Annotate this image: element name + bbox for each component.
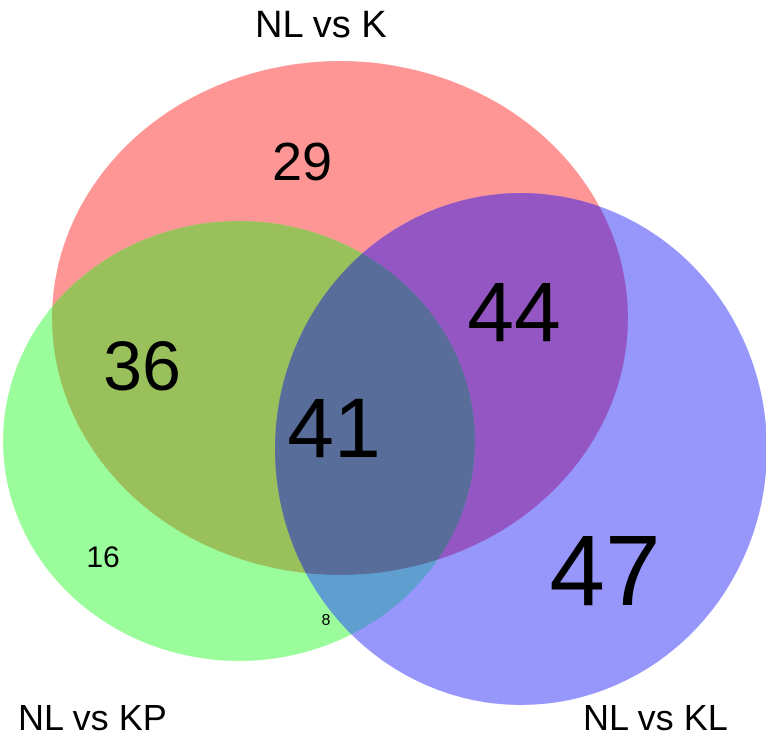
region-all-count: 41 xyxy=(287,381,381,475)
region-k-only-count: 29 xyxy=(271,132,333,192)
set-kl-label: NL vs KL xyxy=(583,697,728,738)
region-kp-kl-count: 8 xyxy=(321,612,331,629)
set-kp-label: NL vs KP xyxy=(18,697,167,738)
region-k-kp-count: 36 xyxy=(103,327,181,405)
region-kp-only-count: 16 xyxy=(86,541,120,574)
region-k-kl-count: 44 xyxy=(467,265,561,359)
set-k-label: NL vs K xyxy=(255,4,387,46)
overlap-all xyxy=(275,221,475,575)
region-kl-only-count: 47 xyxy=(549,515,661,627)
